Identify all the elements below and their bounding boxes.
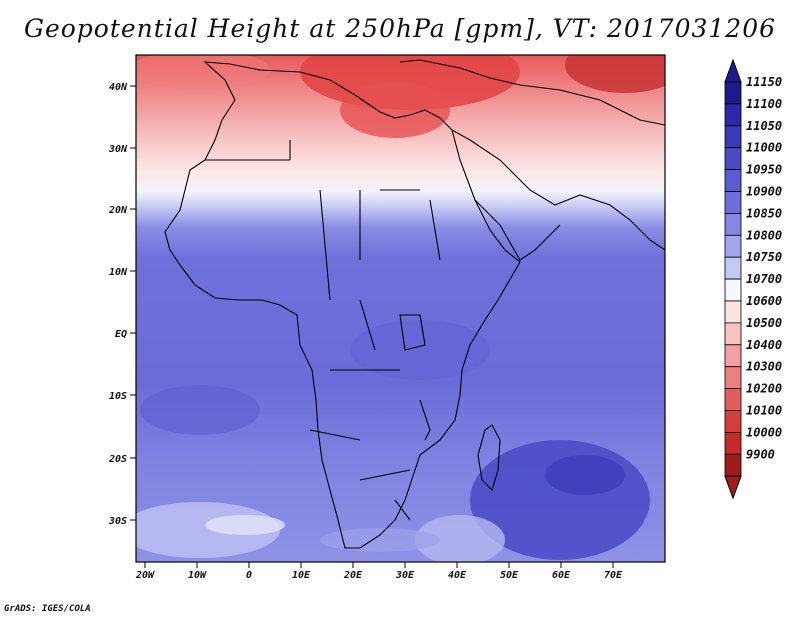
coastlines bbox=[164, 59, 665, 549]
lat-tick-label: 10S bbox=[109, 391, 127, 402]
colorbar-swatch bbox=[724, 388, 742, 411]
lat-tick-label: 30N bbox=[108, 144, 128, 155]
map-frame bbox=[135, 54, 666, 563]
lat-tick-label: EQ bbox=[115, 329, 127, 340]
colorbar-label: 9900 bbox=[746, 447, 775, 461]
colorbar-bottom-arrow bbox=[724, 475, 742, 500]
height-field bbox=[136, 55, 665, 562]
colorbar-label: 10750 bbox=[746, 250, 782, 264]
lon-tick-label: 50E bbox=[500, 570, 519, 581]
colorbar-label: 10400 bbox=[746, 338, 782, 352]
colorbar-label: 10850 bbox=[746, 206, 782, 220]
colorbar-label: 10100 bbox=[746, 404, 782, 418]
lat-tick-label: 10N bbox=[109, 267, 128, 278]
lon-tick-label: 20W bbox=[135, 570, 155, 581]
colorbar-label: 10700 bbox=[746, 272, 782, 286]
colorbar-swatch bbox=[724, 169, 742, 192]
lon-tick-label: 10E bbox=[292, 570, 311, 581]
colorbar-swatch bbox=[724, 431, 742, 455]
colorbar-swatch bbox=[724, 103, 742, 127]
lat-tick-label: 20N bbox=[108, 205, 128, 216]
colorbar-label: 11150 bbox=[746, 75, 782, 89]
colorbar-top-arrow bbox=[724, 58, 742, 83]
grads-credit: GrADS: IGES/COLA bbox=[4, 604, 91, 614]
colorbar-swatch bbox=[724, 344, 742, 368]
colorbar-label: 10200 bbox=[746, 382, 782, 396]
colorbar-swatch bbox=[724, 366, 742, 390]
lon-tick-label: 0 bbox=[246, 570, 252, 581]
colorbar-label: 10300 bbox=[746, 360, 782, 374]
colorbar-swatch bbox=[724, 147, 742, 170]
lat-tick-label: 40N bbox=[109, 82, 128, 93]
colorbar-swatch bbox=[724, 125, 742, 149]
colorbar-label: 10500 bbox=[746, 316, 782, 330]
colorbar-swatch bbox=[724, 322, 742, 346]
colorbar-label: 10900 bbox=[746, 185, 782, 199]
lon-tick-label: 70E bbox=[604, 570, 623, 581]
lon-tick-label: 10W bbox=[188, 570, 207, 581]
lon-tick-label: 30E bbox=[395, 570, 415, 581]
colorbar-swatch bbox=[724, 410, 742, 433]
lat-tick-label: 20S bbox=[108, 454, 127, 465]
colorbar-label: 10950 bbox=[746, 163, 782, 177]
colorbar-label: 11100 bbox=[746, 97, 782, 111]
colorbar-label: 11050 bbox=[746, 119, 782, 133]
colorbar-label: 10800 bbox=[746, 228, 782, 242]
lon-tick-label: 40E bbox=[448, 570, 467, 581]
colorbar-swatch bbox=[724, 191, 742, 214]
lon-axis: 20W 10W 0 10E 20E 30E 40E 50E 60E 70E bbox=[135, 562, 623, 581]
colorbar-swatch bbox=[724, 278, 742, 302]
colorbar: 11150 11100 11050 11000 10950 10900 10850 10800… bbox=[724, 58, 782, 500]
lon-tick-label: 60E bbox=[552, 570, 571, 581]
colorbar-swatch bbox=[724, 256, 742, 280]
lat-axis: 40N 30N 20N 10N EQ 10S 20S 30S bbox=[108, 82, 136, 527]
colorbar-label: 10000 bbox=[746, 425, 782, 439]
lon-tick-label: 20E bbox=[343, 570, 363, 581]
colorbar-swatch bbox=[724, 453, 742, 477]
map-title: Geopotential Height at 250hPa [gpm], VT:… bbox=[23, 14, 777, 43]
colorbar-swatch bbox=[724, 212, 742, 236]
colorbar-swatch bbox=[724, 300, 742, 324]
colorbar-swatch bbox=[724, 234, 742, 258]
colorbar-label: 11000 bbox=[746, 141, 782, 155]
lat-tick-label: 30S bbox=[108, 516, 127, 527]
colorbar-label: 10600 bbox=[746, 294, 782, 308]
colorbar-swatch bbox=[724, 81, 742, 105]
